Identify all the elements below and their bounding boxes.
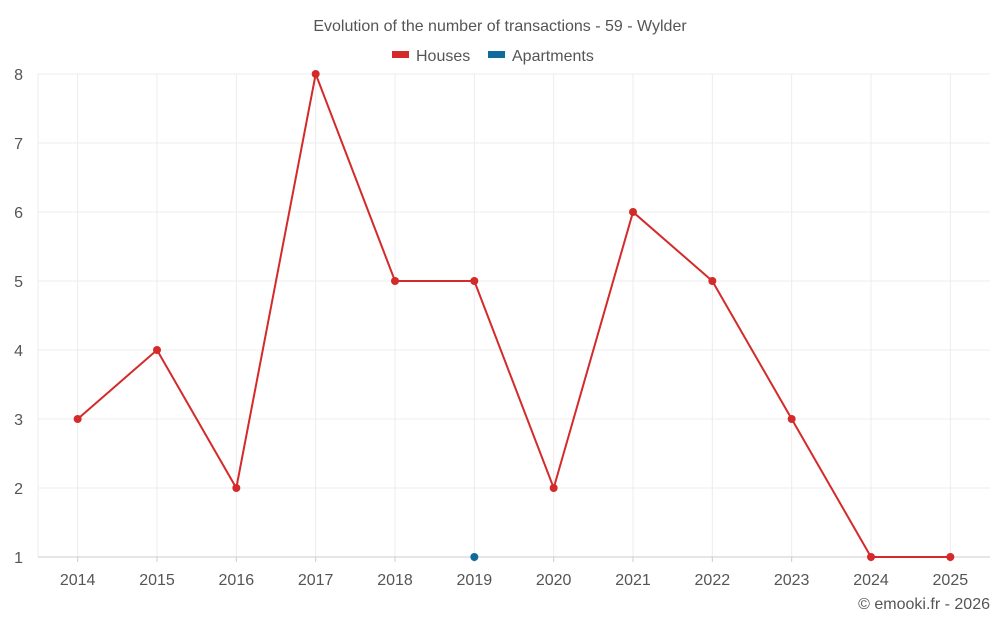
x-tick-label: 2021 <box>615 572 651 589</box>
legend-label-apartments: Apartments <box>512 48 594 65</box>
legend[interactable]: Houses Apartments <box>392 48 594 65</box>
data-point-houses <box>232 484 241 492</box>
y-tick-label: 8 <box>14 67 23 84</box>
y-tick-label: 7 <box>14 136 23 153</box>
x-tick-label: 2025 <box>933 572 969 589</box>
y-tick-label: 2 <box>14 481 23 498</box>
series <box>73 70 955 561</box>
data-point-houses <box>787 415 796 423</box>
data-point-houses <box>946 553 955 561</box>
x-tick-label: 2020 <box>536 572 572 589</box>
y-tick-label: 5 <box>14 274 23 291</box>
y-tick-label: 4 <box>14 343 23 360</box>
legend-item-houses[interactable]: Houses <box>392 48 470 65</box>
x-tick-label: 2014 <box>60 572 96 589</box>
x-tick-label: 2022 <box>695 572 731 589</box>
x-tick-label: 2017 <box>298 572 334 589</box>
y-tick-label: 1 <box>14 550 23 567</box>
axes: 1 2 3 4 5 6 7 8 2014 2015 2016 2017 2018 2019 2020 2021… <box>14 67 990 589</box>
data-point-houses <box>153 346 161 354</box>
data-point-houses <box>629 208 637 216</box>
legend-label-houses: Houses <box>416 48 470 65</box>
legend-swatch-apartments <box>488 51 505 58</box>
y-tick-label: 3 <box>14 412 23 429</box>
chart-title: Evolution of the number of transactions … <box>313 18 687 35</box>
data-point-apartments <box>470 553 479 561</box>
data-point-houses <box>708 277 717 285</box>
legend-item-apartments[interactable]: Apartments <box>488 48 594 65</box>
x-tick-label: 2024 <box>853 572 889 589</box>
series-line-houses <box>77 70 951 558</box>
data-point-houses <box>867 553 875 561</box>
data-point-houses <box>311 70 320 78</box>
data-point-houses <box>73 415 82 423</box>
data-point-houses <box>391 277 399 285</box>
x-tick-label: 2016 <box>219 572 255 589</box>
x-tick-label: 2023 <box>774 572 810 589</box>
data-point-houses <box>470 277 479 285</box>
x-tick-label: 2015 <box>139 572 175 589</box>
credit-text: © emooki.fr - 2026 <box>858 596 990 613</box>
grid <box>38 73 990 557</box>
data-point-houses <box>549 484 558 492</box>
legend-swatch-houses <box>392 51 409 58</box>
x-tick-label: 2019 <box>457 572 493 589</box>
x-tick-label: 2018 <box>377 572 413 589</box>
y-tick-label: 6 <box>14 205 23 222</box>
